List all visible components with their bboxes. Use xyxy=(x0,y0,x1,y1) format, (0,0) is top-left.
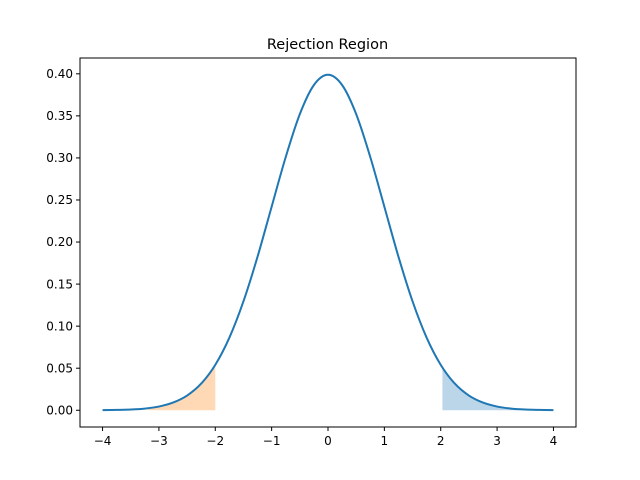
y-tick-label: 0.25 xyxy=(46,193,73,207)
chart-title: Rejection Region xyxy=(267,37,388,53)
x-tick-label: 2 xyxy=(437,434,445,448)
y-tick-label: 0.15 xyxy=(46,277,73,291)
y-tick-label: 0.35 xyxy=(46,109,73,123)
x-tick-label: −4 xyxy=(94,434,112,448)
x-tick-label: 1 xyxy=(381,434,389,448)
x-tick-label: −1 xyxy=(263,434,281,448)
rejection-region-area-2 xyxy=(147,364,216,411)
rejection-region-area-1 xyxy=(442,367,554,411)
x-tick-label: −2 xyxy=(206,434,224,448)
x-tick-label: 4 xyxy=(550,434,558,448)
y-tick-label: 0.10 xyxy=(46,319,73,333)
x-axis: −4 −3 −2 −1 0 1 2 3 4 xyxy=(94,427,558,448)
density-curve-line xyxy=(102,73,554,412)
x-tick-label: 0 xyxy=(324,434,332,448)
y-tick-label: 0.05 xyxy=(46,361,73,375)
x-tick-label: 3 xyxy=(493,434,501,448)
y-axis: 0.00 0.05 0.10 0.15 0.20 0.25 0.30 0.35 0.40 xyxy=(46,67,80,417)
y-tick-label: 0.40 xyxy=(46,67,73,81)
y-tick-label: 0.30 xyxy=(46,151,73,165)
y-tick-label: 0.20 xyxy=(46,235,73,249)
y-tick-label: 0.00 xyxy=(46,403,73,417)
x-tick-label: −3 xyxy=(150,434,168,448)
plot-area xyxy=(102,73,554,412)
